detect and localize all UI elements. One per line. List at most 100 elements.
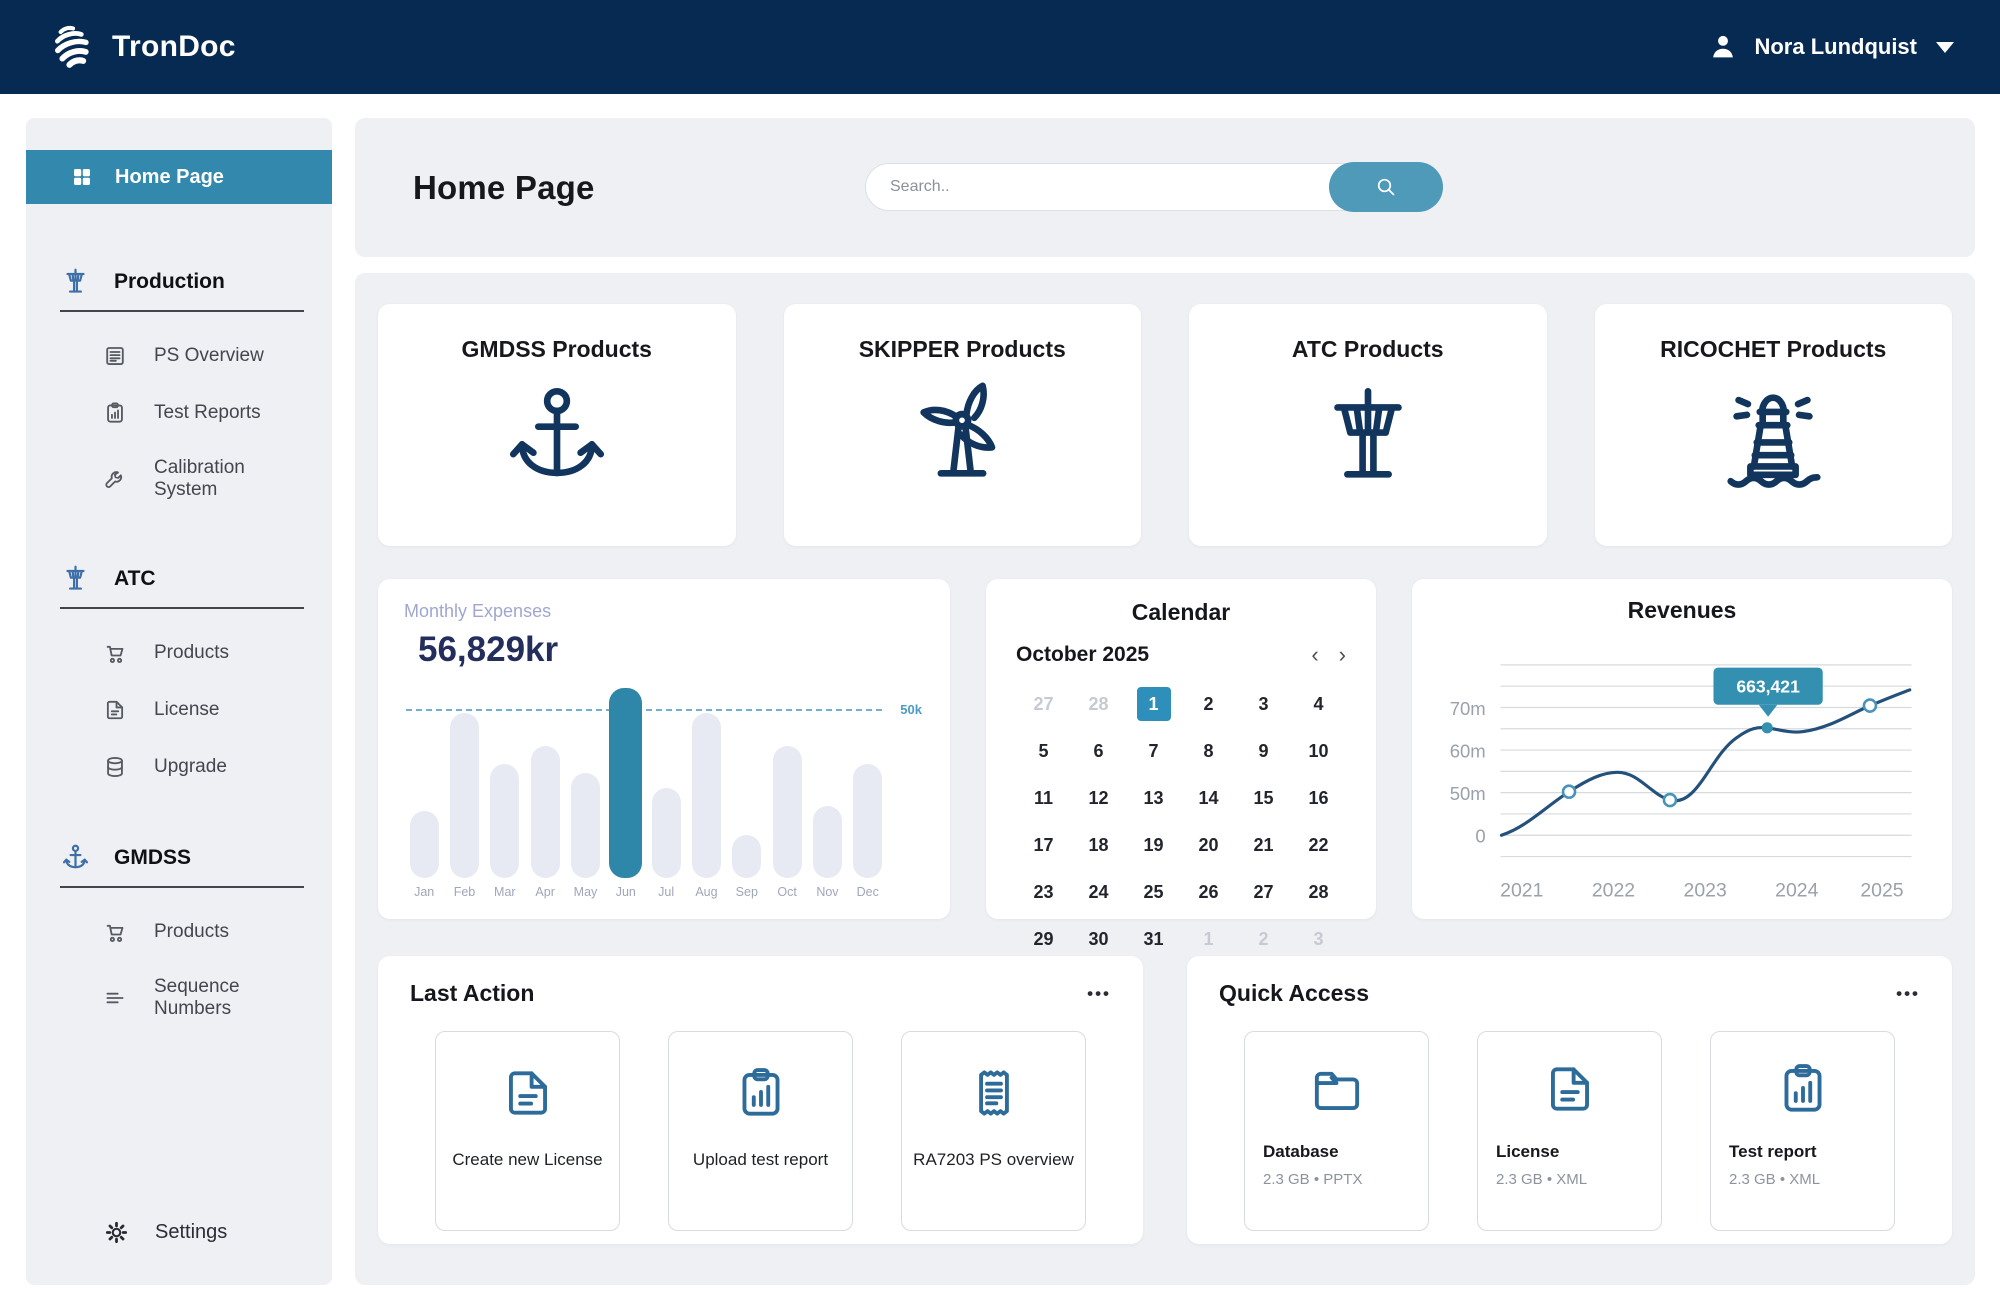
page-title: Home Page	[413, 168, 595, 206]
sidebar-item-settings[interactable]: Settings	[102, 1218, 227, 1247]
calendar-next-button[interactable]: ›	[1338, 642, 1346, 667]
calendar-day-28-muted[interactable]: 28	[1071, 687, 1126, 721]
calendar-day-6[interactable]: 6	[1071, 734, 1126, 768]
product-card-gmdss-products[interactable]: GMDSS Products	[378, 304, 736, 546]
quick-access-tile-test-report[interactable]: Test report 2.3 GB • XML	[1710, 1031, 1895, 1231]
calendar-day-7[interactable]: 7	[1126, 734, 1181, 768]
calendar-day-22[interactable]: 22	[1291, 828, 1346, 862]
calendar-day-10[interactable]: 10	[1291, 734, 1346, 768]
quick-access-menu-button[interactable]: •••	[1896, 983, 1920, 1003]
top-navbar: TronDoc Nora Lundquist	[0, 0, 2000, 94]
expense-bar-sep	[732, 835, 762, 878]
expense-bar-aug	[691, 713, 721, 878]
svg-text:2022: 2022	[1592, 879, 1635, 901]
expense-bar-column: Jul	[646, 674, 686, 906]
expense-bar-jan	[409, 811, 439, 878]
calendar-day-12[interactable]: 12	[1071, 781, 1126, 815]
calendar-day-14[interactable]: 14	[1181, 781, 1236, 815]
quick-access-tile-database[interactable]: Database 2.3 GB • PPTX	[1244, 1031, 1429, 1231]
last-action-head: Last Action •••	[410, 980, 1111, 1007]
sidebar-section-header: Production	[60, 266, 304, 297]
calendar-day-25[interactable]: 25	[1126, 875, 1181, 909]
calendar-day-24[interactable]: 24	[1071, 875, 1126, 909]
last-action-menu-button[interactable]: •••	[1087, 983, 1111, 1003]
calendar-day-23[interactable]: 23	[1016, 875, 1071, 909]
calendar-day-5[interactable]: 5	[1016, 734, 1071, 768]
calendar-day-16[interactable]: 16	[1291, 781, 1346, 815]
calendar-day-3-muted[interactable]: 3	[1291, 922, 1346, 956]
sidebar-item-products[interactable]: Products	[60, 640, 304, 666]
wrench-icon	[102, 466, 128, 492]
sidebar-item-home-page[interactable]: Home Page	[26, 150, 332, 204]
monthly-expenses-card: Monthly Expenses 56,829kr 50k Jan Feb Mar A…	[378, 579, 950, 919]
sidebar-item-test-reports[interactable]: Test Reports	[60, 400, 304, 426]
month-label: Aug	[695, 885, 718, 899]
calendar-day-15[interactable]: 15	[1236, 781, 1291, 815]
sidebar-item-upgrade[interactable]: Upgrade	[60, 754, 304, 780]
revenues-title: Revenues	[1627, 597, 1737, 623]
revenues-line-chart: 70m 60m 50m 0 2021 2022 2023 2024 2025 663,421	[1432, 626, 1932, 904]
calendar-day-9[interactable]: 9	[1236, 734, 1291, 768]
product-card-ricochet-products[interactable]: RICOCHET Products	[1594, 304, 1952, 546]
calendar-day-31[interactable]: 31	[1126, 922, 1181, 956]
section-divider	[60, 886, 304, 888]
calendar-day-1-muted[interactable]: 1	[1181, 922, 1236, 956]
svg-text:60m: 60m	[1450, 740, 1486, 761]
product-card-title: RICOCHET Products	[1660, 336, 1887, 362]
calendar-day-17[interactable]: 17	[1016, 828, 1071, 862]
bottom-row: Last Action ••• Create new License Upload…	[378, 956, 1952, 1244]
brand[interactable]: TronDoc	[46, 21, 236, 73]
calendar-day-3[interactable]: 3	[1236, 687, 1291, 721]
svg-text:2021: 2021	[1500, 879, 1543, 901]
svg-text:50m: 50m	[1450, 783, 1486, 804]
widgets-row: Monthly Expenses 56,829kr 50k Jan Feb Mar A…	[378, 579, 1952, 949]
calendar-day-11[interactable]: 11	[1016, 781, 1071, 815]
chevron-down-icon	[1936, 41, 1954, 53]
calendar-month-label: October 2025	[1016, 643, 1150, 666]
calendar-day-1-selected[interactable]: 1	[1126, 687, 1181, 721]
calendar-day-18[interactable]: 18	[1071, 828, 1126, 862]
user-menu[interactable]: Nora Lundquist	[1707, 31, 1954, 63]
calendar-day-30[interactable]: 30	[1071, 922, 1126, 956]
product-card-atc-products[interactable]: ATC Products	[1189, 304, 1547, 546]
expense-bar-feb	[449, 713, 479, 878]
calendar-title: Calendar	[1131, 599, 1231, 625]
calendar-day-19[interactable]: 19	[1126, 828, 1181, 862]
calendar-month-row: October 2025 ‹ ›	[1016, 643, 1346, 667]
sidebar-item-license[interactable]: License	[60, 697, 304, 723]
svg-text:2023: 2023	[1684, 879, 1727, 901]
svg-text:70m: 70m	[1450, 698, 1486, 719]
calendar-prev-button[interactable]: ‹	[1311, 642, 1319, 667]
calendar-day-21[interactable]: 21	[1236, 828, 1291, 862]
action-tile-label: RA7203 PS overview	[913, 1150, 1074, 1169]
action-tile-create-new-license[interactable]: Create new License	[435, 1031, 620, 1231]
sidebar-section-header: ATC	[60, 563, 304, 594]
action-tile-upload-test-report[interactable]: Upload test report	[668, 1031, 853, 1231]
expense-bar-column: Mar	[485, 674, 525, 906]
calendar-day-27-muted[interactable]: 27	[1016, 687, 1071, 721]
product-card-skipper-products[interactable]: SKIPPER Products	[783, 304, 1141, 546]
search-button[interactable]	[1329, 162, 1443, 212]
action-tile-ra7203-ps-overview[interactable]: RA7203 PS overview	[901, 1031, 1086, 1231]
file-name: Database	[1263, 1142, 1339, 1161]
sidebar-item-ps-overview[interactable]: PS Overview	[60, 343, 304, 369]
calendar-day-2-muted[interactable]: 2	[1236, 922, 1291, 956]
calendar-day-13[interactable]: 13	[1126, 781, 1181, 815]
calendar-day-4[interactable]: 4	[1291, 687, 1346, 721]
sidebar-item-products[interactable]: Products	[60, 919, 304, 945]
product-cards-row: GMDSS Products SKIPPER Products ATC Produc…	[378, 304, 1952, 546]
calendar-day-20[interactable]: 20	[1181, 828, 1236, 862]
calendar-day-28[interactable]: 28	[1291, 875, 1346, 909]
file-icon	[497, 1062, 559, 1124]
expense-bar-column: Oct	[767, 674, 807, 906]
settings-label: Settings	[155, 1221, 228, 1243]
calendar-day-8[interactable]: 8	[1181, 734, 1236, 768]
calendar-day-26[interactable]: 26	[1181, 875, 1236, 909]
calendar-day-29[interactable]: 29	[1016, 922, 1071, 956]
sidebar-item-sequence-numbers[interactable]: Sequence Numbers	[60, 976, 304, 1020]
quick-access-tile-license[interactable]: License 2.3 GB • XML	[1477, 1031, 1662, 1231]
sidebar-item-calibration-system[interactable]: Calibration System	[60, 457, 304, 501]
calendar-day-27[interactable]: 27	[1236, 875, 1291, 909]
calendar-day-2[interactable]: 2	[1181, 687, 1236, 721]
search-bar	[865, 162, 1443, 212]
